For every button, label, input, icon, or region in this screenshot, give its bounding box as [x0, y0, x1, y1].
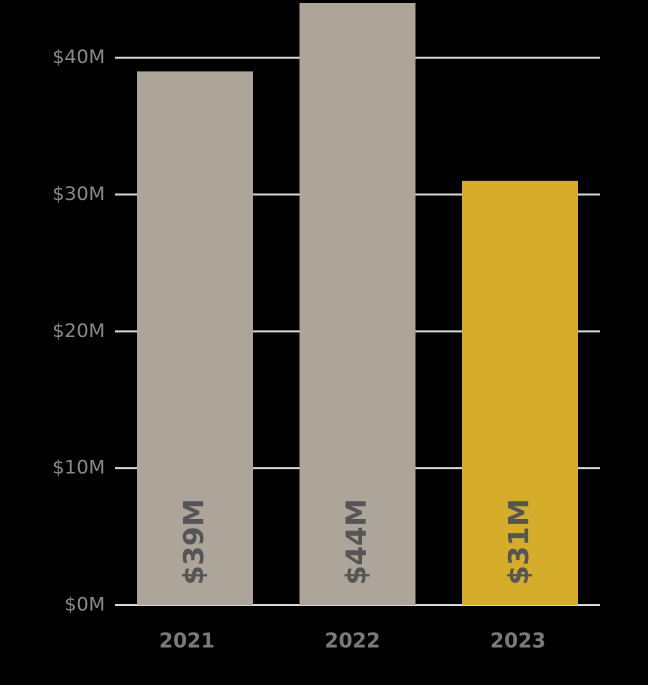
bar — [462, 180, 578, 605]
x-tick-label: 2022 — [325, 629, 381, 653]
bar — [299, 3, 416, 605]
x-tick-label: 2023 — [490, 629, 546, 653]
y-tick-label: $10M — [52, 457, 105, 479]
bar — [137, 71, 253, 606]
value-label: $39M — [177, 499, 210, 585]
value-label: $44M — [340, 499, 373, 585]
y-tick-label: $30M — [52, 183, 105, 205]
value-label: $31M — [502, 499, 535, 585]
x-tick-label: 2021 — [159, 629, 215, 653]
y-tick-label: $0M — [64, 594, 105, 616]
y-tick-label: $20M — [52, 320, 105, 342]
y-tick-label: $40M — [52, 46, 105, 68]
